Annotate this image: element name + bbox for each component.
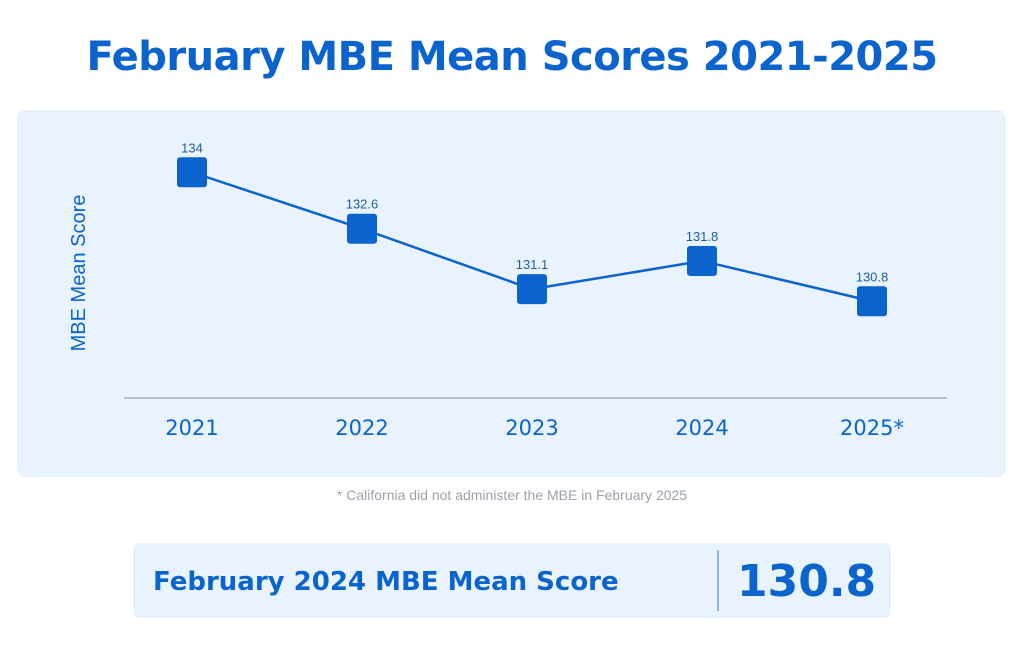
x-tick-label: 2023 bbox=[505, 416, 558, 440]
x-tick-label: 2025* bbox=[840, 416, 904, 440]
score-summary-divider bbox=[717, 550, 719, 611]
data-point-marker bbox=[517, 274, 547, 305]
data-label: 132.6 bbox=[346, 197, 379, 212]
y-axis-label: MBE Mean Score bbox=[68, 195, 90, 352]
x-tick-label: 2022 bbox=[335, 416, 388, 440]
data-label: 134 bbox=[181, 140, 203, 155]
page-title: February MBE Mean Scores 2021-2025 bbox=[86, 34, 938, 80]
chart-panel: MBE Mean Score 134 2021 132.6 2022 131.1 2023 1… bbox=[17, 110, 1006, 477]
data-point-marker bbox=[857, 286, 887, 317]
data-point-marker bbox=[347, 213, 377, 244]
line-chart: MBE Mean Score 134 2021 132.6 2022 131.1 2023 1… bbox=[68, 140, 947, 440]
score-summary-value: 130.8 bbox=[737, 556, 877, 607]
score-summary-box: February 2024 MBE Mean Score 130.8 bbox=[133, 543, 891, 618]
data-point-marker bbox=[177, 157, 207, 188]
x-tick-label: 2024 bbox=[675, 416, 728, 440]
x-tick-label: 2021 bbox=[165, 416, 218, 440]
score-summary-label: February 2024 MBE Mean Score bbox=[153, 567, 619, 597]
chart-footnote: * California did not administer the MBE … bbox=[336, 487, 688, 503]
data-point-marker bbox=[687, 245, 717, 276]
data-label: 131.1 bbox=[516, 257, 549, 272]
data-label: 130.8 bbox=[856, 269, 889, 284]
data-label: 131.8 bbox=[686, 229, 719, 244]
